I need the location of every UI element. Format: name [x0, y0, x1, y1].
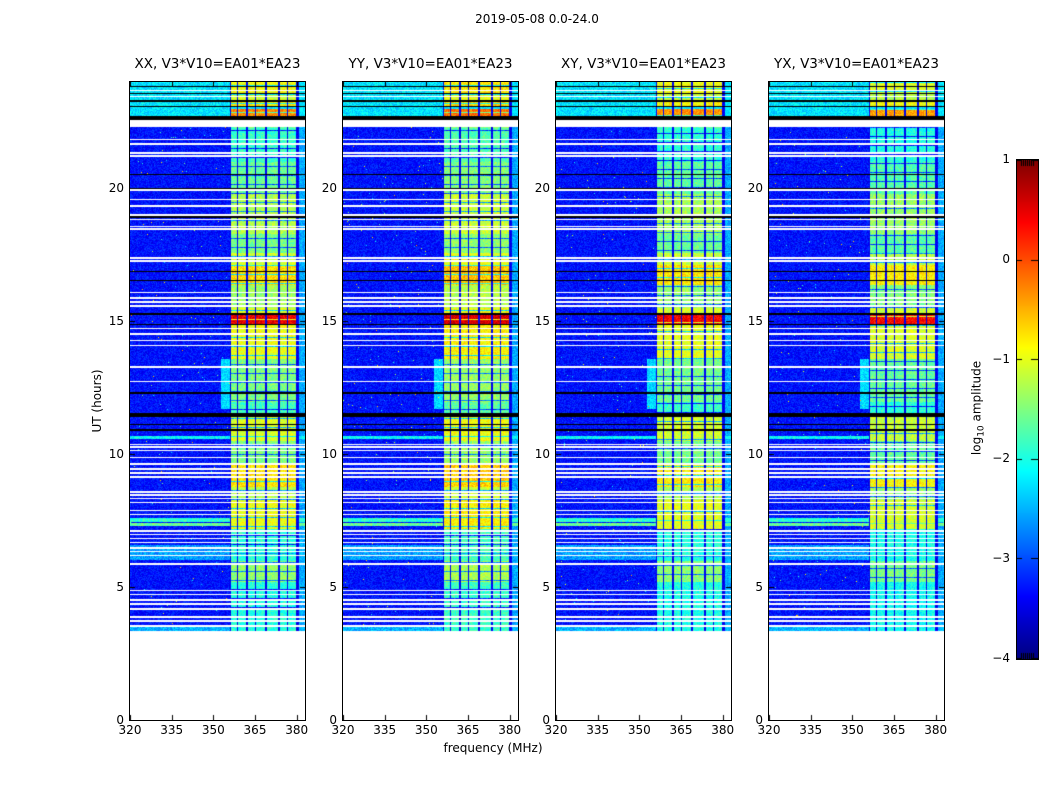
y-tick-label: 20: [321, 181, 337, 196]
spectrogram-panel-xx: [129, 81, 306, 721]
x-tick-label: 350: [201, 723, 225, 737]
spectrogram-canvas-yx: [769, 82, 944, 720]
y-tick-label: 15: [321, 314, 337, 329]
x-tick-label: 335: [799, 723, 823, 737]
x-tick-label: 335: [586, 723, 610, 737]
y-tick-label: 0: [329, 713, 337, 727]
colorbar-tick-label: 0: [1002, 251, 1010, 266]
spectrogram-panel-xy: [555, 81, 732, 721]
x-tick-label: 365: [456, 723, 480, 737]
y-tick-label: 10: [321, 447, 337, 462]
y-axis-label: UT (hours): [90, 369, 104, 433]
colorbar: [1016, 159, 1039, 660]
panel-title-yy: YY, V3*V10=EA01*EA23: [348, 56, 513, 72]
spectrogram-canvas-xx: [130, 82, 305, 720]
panel-title-xx: XX, V3*V10=EA01*EA23: [134, 56, 301, 72]
y-tick-label: 5: [329, 580, 337, 595]
spectrogram-canvas-yy: [343, 82, 518, 720]
colorbar-tick-label: −4: [992, 651, 1010, 665]
x-tick-label: 380: [711, 723, 735, 737]
y-tick-label: 10: [534, 447, 550, 462]
x-tick-label: 320: [757, 723, 781, 737]
y-tick-label: 20: [108, 181, 124, 196]
colorbar-label: log10 amplitude: [969, 361, 986, 455]
y-tick-label: 15: [747, 314, 763, 329]
y-tick-label: 0: [755, 713, 763, 727]
colorbar-tick-label: −1: [992, 351, 1010, 366]
y-tick-label: 10: [108, 447, 124, 462]
x-tick-label: 365: [882, 723, 906, 737]
y-tick-label: 15: [108, 314, 124, 329]
y-tick-label: 5: [755, 580, 763, 595]
x-tick-label: 350: [840, 723, 864, 737]
y-tick-label: 20: [534, 181, 550, 196]
x-tick-label: 350: [414, 723, 438, 737]
y-tick-label: 10: [747, 447, 763, 462]
x-tick-label: 380: [924, 723, 948, 737]
x-tick-label: 320: [544, 723, 568, 737]
x-tick-label: 320: [118, 723, 142, 737]
y-tick-label: 5: [116, 580, 124, 595]
y-tick-label: 0: [116, 713, 124, 727]
colorbar-label-log: log: [969, 436, 984, 456]
x-tick-label: 380: [285, 723, 309, 737]
y-tick-label: 0: [542, 713, 550, 727]
spectrogram-canvas-xy: [556, 82, 731, 720]
x-axis-label: frequency (MHz): [443, 741, 543, 755]
colorbar-tick-label: 1: [1002, 152, 1010, 166]
y-tick-label: 20: [747, 181, 763, 196]
x-tick-label: 380: [498, 723, 522, 737]
x-tick-label: 335: [373, 723, 397, 737]
colorbar-label-sub: 10: [976, 425, 987, 437]
y-tick-label: 5: [542, 580, 550, 595]
figure-title: 2019-05-08 0.0-24.0: [475, 12, 599, 26]
colorbar-label-rest: amplitude: [969, 360, 984, 426]
spectrogram-panel-yy: [342, 81, 519, 721]
colorbar-canvas: [1017, 160, 1038, 659]
x-tick-label: 350: [627, 723, 651, 737]
colorbar-tick-label: −2: [992, 451, 1010, 466]
y-tick-label: 15: [534, 314, 550, 329]
x-tick-label: 335: [160, 723, 184, 737]
x-tick-label: 365: [669, 723, 693, 737]
panel-title-xy: XY, V3*V10=EA01*EA23: [560, 56, 727, 72]
spectrogram-panel-yx: [768, 81, 945, 721]
panel-title-yx: YX, V3*V10=EA01*EA23: [773, 56, 940, 72]
x-tick-label: 320: [331, 723, 355, 737]
x-tick-label: 365: [243, 723, 267, 737]
colorbar-tick-label: −3: [992, 551, 1010, 566]
